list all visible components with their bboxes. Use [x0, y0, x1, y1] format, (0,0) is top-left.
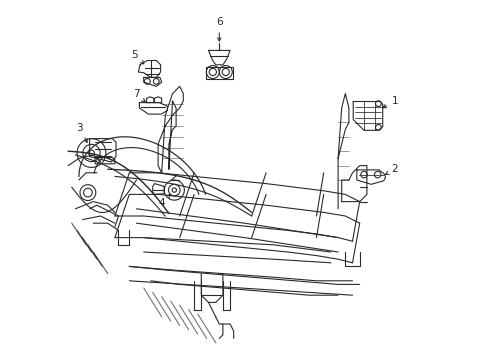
Text: 7: 7	[133, 89, 145, 102]
Text: 1: 1	[382, 96, 398, 108]
Text: 3: 3	[76, 123, 87, 142]
Text: 5: 5	[131, 50, 143, 64]
Text: 4: 4	[158, 194, 170, 208]
Text: 6: 6	[216, 17, 222, 41]
Text: 2: 2	[385, 164, 398, 175]
